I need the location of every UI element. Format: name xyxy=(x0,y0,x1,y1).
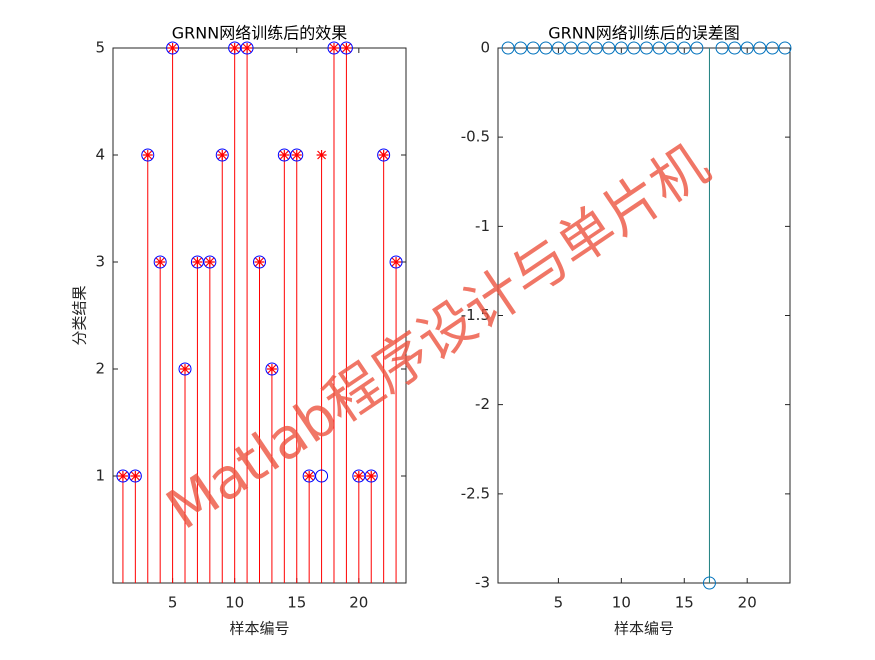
chart-title: GRNN网络训练后的效果 xyxy=(172,24,347,43)
marker-circle xyxy=(389,255,403,269)
y-tick-label: 5 xyxy=(95,39,105,57)
marker-circle xyxy=(128,469,142,483)
marker-star xyxy=(316,150,327,160)
x-tick-label: 15 xyxy=(287,594,306,612)
y-tick-label: 4 xyxy=(95,146,105,164)
x-tick-label: 10 xyxy=(612,594,631,612)
marker-circle xyxy=(690,41,704,55)
marker-circle xyxy=(178,362,192,376)
marker-circle xyxy=(702,576,716,590)
marker-circle xyxy=(665,41,679,55)
axes-box xyxy=(497,47,791,584)
x-tick-label: 10 xyxy=(225,594,244,612)
marker-star xyxy=(378,150,389,160)
marker-circle xyxy=(240,41,254,55)
marker-circle xyxy=(602,41,616,55)
y-tick-label: -2.5 xyxy=(461,484,490,502)
marker-circle xyxy=(539,41,553,55)
marker-circle xyxy=(166,41,180,55)
y-tick-label: -0.5 xyxy=(461,128,490,146)
x-tick-label: 15 xyxy=(675,594,694,612)
marker-star xyxy=(192,257,203,267)
marker-circle xyxy=(265,362,279,376)
marker-circle xyxy=(753,41,767,55)
marker-star xyxy=(391,257,402,267)
x-axis-label: 样本编号 xyxy=(229,620,289,638)
marker-star xyxy=(217,150,228,160)
marker-circle xyxy=(614,41,628,55)
marker-star xyxy=(130,471,141,481)
x-tick-label: 20 xyxy=(349,594,368,612)
marker-star xyxy=(291,150,302,160)
y-tick-label: 1 xyxy=(95,467,105,485)
x-axis-label: 样本编号 xyxy=(614,620,674,638)
marker-circle xyxy=(514,41,528,55)
marker-circle xyxy=(564,41,578,55)
marker-star xyxy=(328,43,339,53)
marker-circle xyxy=(728,41,742,55)
y-tick-label: 0 xyxy=(480,39,490,57)
y-tick-label: -3 xyxy=(475,574,490,592)
marker-star xyxy=(266,364,277,374)
marker-star xyxy=(353,471,364,481)
marker-star xyxy=(180,364,191,374)
marker-star xyxy=(366,471,377,481)
marker-star xyxy=(204,257,215,267)
marker-circle xyxy=(627,41,641,55)
marker-circle xyxy=(153,255,167,269)
marker-circle xyxy=(765,41,779,55)
marker-star xyxy=(242,43,253,53)
y-axis-label: 分类结果 xyxy=(71,285,89,345)
marker-star xyxy=(142,150,153,160)
y-tick-label: 3 xyxy=(95,253,105,271)
y-tick-label: -2 xyxy=(475,395,490,413)
x-tick-label: 5 xyxy=(554,594,564,612)
marker-star xyxy=(304,471,315,481)
marker-circle xyxy=(377,148,391,162)
marker-circle xyxy=(677,41,691,55)
marker-circle xyxy=(526,41,540,55)
marker-circle xyxy=(364,469,378,483)
marker-circle xyxy=(640,41,654,55)
marker-circle xyxy=(501,41,515,55)
marker-star xyxy=(341,43,352,53)
marker-circle xyxy=(715,41,729,55)
y-tick-label: -1.5 xyxy=(461,306,490,324)
marker-star xyxy=(229,43,240,53)
marker-star xyxy=(155,257,166,267)
marker-star xyxy=(254,257,265,267)
chart-title: GRNN网络训练后的误差图 xyxy=(548,24,739,43)
marker-circle xyxy=(141,148,155,162)
marker-circle xyxy=(740,41,754,55)
marker-circle xyxy=(778,41,792,55)
marker-circle xyxy=(589,41,603,55)
marker-circle xyxy=(253,255,266,269)
x-tick-label: 5 xyxy=(168,594,178,612)
marker-circle xyxy=(551,41,565,55)
y-tick-label: 2 xyxy=(95,360,105,378)
marker-circle xyxy=(290,148,304,162)
marker-circle xyxy=(315,469,329,483)
y-tick-label: -1 xyxy=(475,217,490,235)
x-tick-label: 20 xyxy=(738,594,757,612)
marker-circle xyxy=(577,41,591,55)
marker-circle xyxy=(652,41,666,55)
marker-star xyxy=(167,43,178,53)
marker-circle xyxy=(203,255,217,269)
marker-star xyxy=(279,150,290,160)
marker-circle xyxy=(215,148,229,162)
marker-circle xyxy=(339,41,353,55)
marker-star xyxy=(117,471,128,481)
